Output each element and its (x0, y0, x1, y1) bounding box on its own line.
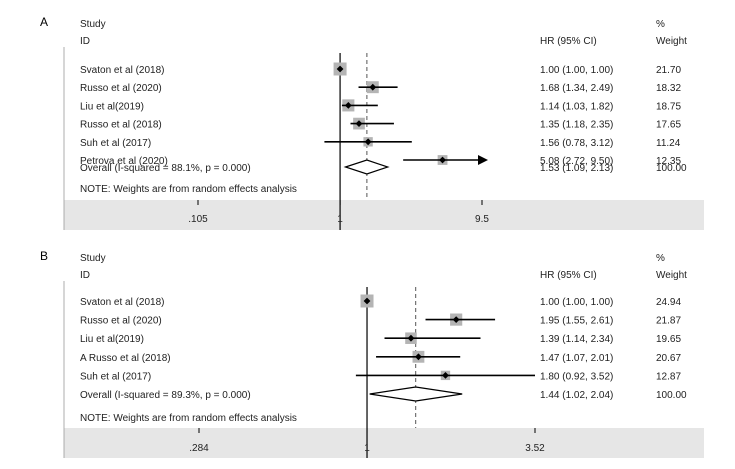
study-weight: 12.87 (656, 371, 681, 382)
point-estimate (407, 334, 415, 342)
study-name: Svaton et al (2018) (80, 297, 165, 308)
study-weight: 18.32 (656, 83, 681, 94)
axis-tick-label: .284 (189, 443, 209, 454)
study-hr-ci: 1.56 (0.78, 3.12) (540, 138, 613, 149)
ci-arrow-head (478, 155, 488, 165)
study-name: Liu et al(2019) (80, 101, 144, 112)
study-name: Russo et al (2020) (80, 316, 162, 327)
study-name: Russo et al (2018) (80, 120, 162, 131)
study-name: Svaton et al (2018) (80, 65, 165, 76)
overall-label: Overall (I-squared = 89.3%, p = 0.000) (80, 390, 251, 401)
axis-tick-label: 9.5 (475, 214, 489, 225)
study-name: Russo et al (2020) (80, 83, 162, 94)
point-estimate (336, 65, 344, 73)
point-estimate (452, 316, 460, 323)
overall-label: Overall (I-squared = 88.1%, p = 0.000) (80, 163, 251, 174)
header-hr-ci: HR (95% CI) (540, 36, 597, 47)
header-weight: Weight (656, 270, 687, 281)
study-name: Petrova et al (2020) (80, 156, 168, 167)
point-estimate (363, 297, 371, 305)
study-weight: 19.65 (656, 334, 681, 345)
forest-panel-b: B Study ID HR (95% CI)% Weight .284 1 3.52 Svato… (40, 249, 704, 458)
weights-note: NOTE: Weights are from random effects an… (80, 413, 297, 424)
study-weight: 17.65 (656, 120, 681, 131)
header-study: Study (80, 19, 106, 30)
header-weight: Weight (656, 36, 687, 47)
point-estimate (369, 83, 377, 91)
axis-tick-label: 1 (364, 443, 370, 454)
point-estimate (442, 372, 449, 379)
overall-hr-ci: 1.44 (1.02, 2.04) (540, 390, 613, 401)
study-weight: 11.24 (656, 138, 681, 149)
study-name: Suh et al (2017) (80, 138, 151, 149)
study-hr-ci: 1.80 (0.92, 3.52) (540, 371, 613, 382)
axis-band (64, 200, 704, 230)
panel-label: B (40, 249, 48, 263)
header-study: Study (80, 253, 106, 264)
study-name: Suh et al (2017) (80, 371, 151, 382)
panel-label: A (40, 15, 48, 29)
weights-note: NOTE: Weights are from random effects an… (80, 184, 297, 195)
study-hr-ci: 1.95 (1.55, 2.61) (540, 316, 613, 327)
overall-weight: 100.00 (656, 390, 687, 401)
study-weight: 20.67 (656, 353, 681, 364)
header-hr-ci: HR (95% CI) (540, 270, 597, 281)
study-weight: 12.35 (656, 156, 681, 167)
study-hr-ci: 1.00 (1.00, 1.00) (540, 297, 613, 308)
study-weight: 21.87 (656, 316, 681, 327)
forest-panel-a: A Study ID HR (95% CI)% Weight .105 1 9.5 Svaton… (40, 15, 704, 230)
study-weight: 21.70 (656, 65, 681, 76)
study-hr-ci: 1.47 (1.07, 2.01) (540, 353, 613, 364)
point-estimate (415, 353, 422, 361)
header-percent: % (656, 253, 665, 264)
header-id: ID (80, 270, 90, 281)
study-hr-ci: 1.14 (1.03, 1.82) (540, 101, 613, 112)
axis-tick-label: .105 (188, 214, 208, 225)
study-hr-ci: 1.35 (1.18, 2.35) (540, 120, 613, 131)
point-estimate (439, 156, 446, 164)
axis-tick-label: 1 (337, 214, 343, 225)
study-hr-ci: 1.00 (1.00, 1.00) (540, 65, 613, 76)
point-estimate (364, 138, 372, 146)
axis-band (64, 428, 704, 458)
study-hr-ci: 5.08 (2.72, 9.50) (540, 156, 613, 167)
header-percent: % (656, 19, 665, 30)
point-estimate (344, 102, 352, 109)
point-estimate (355, 120, 363, 127)
study-hr-ci: 1.39 (1.14, 2.34) (540, 334, 613, 345)
study-hr-ci: 1.68 (1.34, 2.49) (540, 83, 613, 94)
overall-diamond (343, 159, 390, 175)
study-name: Liu et al(2019) (80, 334, 144, 345)
axis-tick-label: 3.52 (525, 443, 545, 454)
study-name: A Russo et al (2018) (80, 353, 171, 364)
header-id: ID (80, 36, 90, 47)
overall-diamond (369, 386, 463, 402)
overall-hr-ci: 1.53 (1.09, 2.13) (540, 163, 613, 174)
study-weight: 24.94 (656, 297, 681, 308)
study-weight: 18.75 (656, 101, 681, 112)
overall-weight: 100.00 (656, 163, 687, 174)
